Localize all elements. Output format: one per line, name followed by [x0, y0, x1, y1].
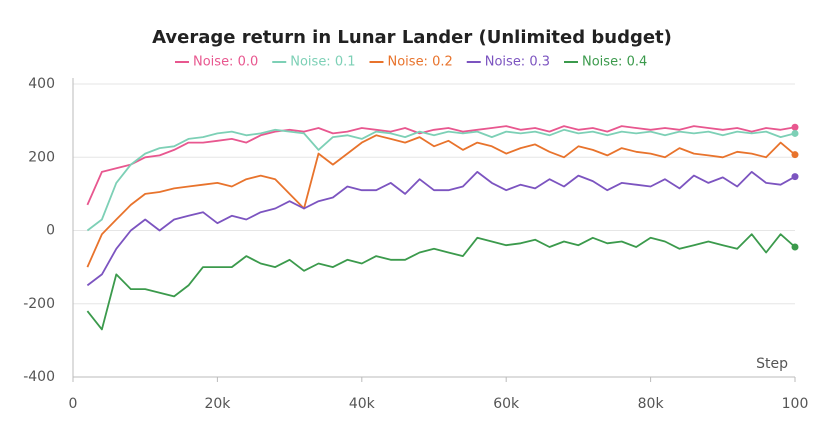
- x-tick-label: 40k: [349, 396, 376, 412]
- x-tick-label: 100: [782, 396, 809, 412]
- y-tick-label: -400: [23, 369, 55, 385]
- legend-label: Noise: 0.0: [193, 55, 258, 70]
- legend-label: Noise: 0.4: [582, 55, 647, 70]
- x-tick-label: 80k: [638, 396, 665, 412]
- end-dot: [791, 243, 799, 251]
- x-axis-label: Step: [756, 356, 788, 372]
- y-tick-label: -200: [23, 296, 55, 312]
- legend-label: Noise: 0.1: [290, 55, 355, 70]
- legend-label: Noise: 0.3: [485, 55, 550, 70]
- end-dot: [791, 173, 799, 181]
- y-tick-label: 0: [46, 223, 55, 239]
- x-tick-label: 60k: [493, 396, 520, 412]
- legend-label: Noise: 0.2: [388, 55, 453, 70]
- y-tick-label: 200: [28, 149, 55, 165]
- series-line: [86, 128, 796, 232]
- x-tick-label: 0: [69, 396, 78, 412]
- series-line: [86, 134, 796, 268]
- series-line: [86, 233, 796, 331]
- end-dot: [791, 151, 799, 159]
- series-line: [86, 125, 796, 206]
- x-tick-label: 20k: [204, 396, 231, 412]
- end-dot: [791, 129, 799, 137]
- y-tick-label: 400: [28, 76, 55, 92]
- end-dot: [791, 123, 799, 131]
- series-line: [86, 171, 796, 287]
- chart-title: Average return in Lunar Lander (Unlimite…: [152, 27, 672, 48]
